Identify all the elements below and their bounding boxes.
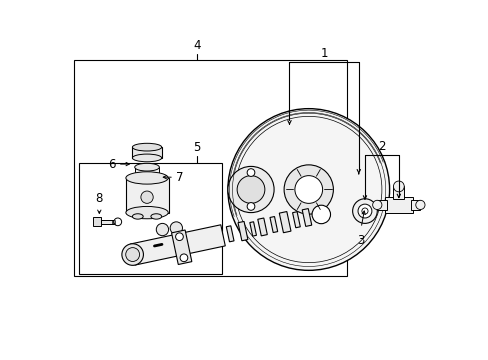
Text: 7: 7 <box>175 171 183 184</box>
Circle shape <box>372 200 381 210</box>
Text: 5: 5 <box>193 141 201 154</box>
Ellipse shape <box>125 172 168 184</box>
Ellipse shape <box>135 172 159 180</box>
Circle shape <box>114 218 122 226</box>
Polygon shape <box>238 221 247 241</box>
Circle shape <box>227 166 274 213</box>
Ellipse shape <box>132 154 162 162</box>
Circle shape <box>361 208 367 214</box>
Circle shape <box>235 116 381 263</box>
Polygon shape <box>269 216 277 233</box>
Circle shape <box>141 191 153 203</box>
Circle shape <box>246 203 254 210</box>
Circle shape <box>415 200 424 210</box>
Polygon shape <box>257 218 267 236</box>
Polygon shape <box>130 225 225 265</box>
Ellipse shape <box>135 163 159 171</box>
Text: 1: 1 <box>320 47 327 60</box>
Circle shape <box>393 181 404 192</box>
Ellipse shape <box>122 244 143 265</box>
Bar <box>393 186 404 199</box>
Bar <box>101 220 115 224</box>
Polygon shape <box>249 222 256 236</box>
Circle shape <box>175 233 183 240</box>
Bar <box>410 200 420 210</box>
Polygon shape <box>171 230 191 265</box>
Text: 4: 4 <box>193 40 201 53</box>
Circle shape <box>357 204 371 218</box>
Polygon shape <box>292 212 300 228</box>
Polygon shape <box>302 208 311 226</box>
Circle shape <box>294 176 322 203</box>
Ellipse shape <box>125 248 139 261</box>
Bar <box>384 197 412 213</box>
Circle shape <box>227 109 389 270</box>
Ellipse shape <box>132 214 143 219</box>
Bar <box>93 217 101 226</box>
Bar <box>79 163 221 274</box>
Circle shape <box>284 165 333 214</box>
Ellipse shape <box>125 206 168 219</box>
Ellipse shape <box>132 143 162 151</box>
Text: 8: 8 <box>96 192 103 205</box>
Circle shape <box>352 199 377 223</box>
Circle shape <box>180 254 187 262</box>
Polygon shape <box>279 212 290 233</box>
Text: 2: 2 <box>377 140 385 153</box>
Bar <box>74 60 346 276</box>
Circle shape <box>311 205 330 224</box>
Bar <box>132 147 162 158</box>
Bar <box>126 178 168 213</box>
Circle shape <box>156 223 168 236</box>
Circle shape <box>170 222 182 234</box>
Text: 6: 6 <box>108 158 115 171</box>
Circle shape <box>237 176 264 203</box>
Bar <box>135 167 159 176</box>
Circle shape <box>246 169 254 176</box>
Bar <box>377 200 386 210</box>
Text: 3: 3 <box>357 234 364 247</box>
Polygon shape <box>226 226 234 242</box>
Ellipse shape <box>151 214 162 219</box>
